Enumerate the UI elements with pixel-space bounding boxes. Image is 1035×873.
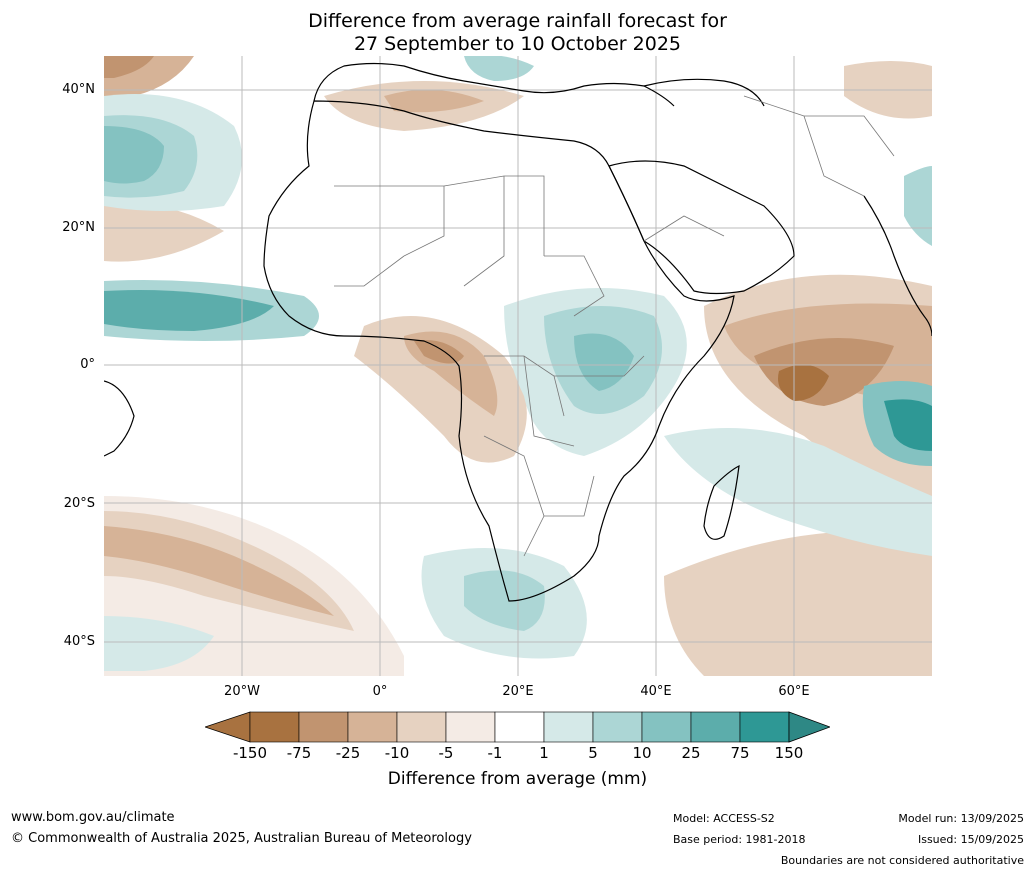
- colorbar-title: Difference from average (mm): [387, 769, 648, 789]
- colorbar-tick-label: -25: [335, 744, 361, 762]
- colorbar-tick-label: 25: [681, 744, 701, 762]
- coastlines: [104, 62, 932, 602]
- footer-base-period: Base period: 1981-2018: [673, 833, 806, 846]
- colorbar-cell: [739, 711, 790, 743]
- colorbar-tick-label: -150: [232, 744, 268, 762]
- colorbar-cell: [641, 711, 692, 743]
- colorbar-tick-label: 75: [730, 744, 750, 762]
- lat-label-equator: 0°: [80, 357, 95, 372]
- lat-label-20s: 20°S: [63, 496, 95, 511]
- lon-label-20w: 20°W: [224, 684, 260, 699]
- footer-website: www.bom.gov.au/climate: [11, 810, 175, 825]
- title-line-1: Difference from average rainfall forecas…: [308, 10, 727, 32]
- colorbar: [205, 711, 830, 743]
- footer-model: Model: ACCESS-S2: [673, 812, 775, 825]
- footer-issued: Issued: 15/09/2025: [917, 833, 1024, 846]
- colorbar-cell: [592, 711, 643, 743]
- colorbar-cell: [298, 711, 349, 743]
- lon-label-40e: 40°E: [640, 684, 672, 699]
- wet-anomaly-regions: [104, 56, 932, 671]
- colorbar-cell: [249, 711, 300, 743]
- colorbar-cell: [543, 711, 594, 743]
- colorbar-cell: [494, 711, 545, 743]
- colorbar-cell: [396, 711, 447, 743]
- colorbar-tick-label: 10: [632, 744, 652, 762]
- colorbar-tick-label: 5: [588, 744, 598, 762]
- lon-label-20e: 20°E: [502, 684, 534, 699]
- lat-label-40s: 40°S: [63, 634, 95, 649]
- rainfall-anomaly-map: [104, 56, 932, 676]
- footer-copyright: © Commonwealth of Australia 2025, Austra…: [11, 831, 472, 846]
- colorbar-cell: [445, 711, 496, 743]
- map-canvas: [104, 56, 932, 676]
- colorbar-tick-label: -1: [487, 744, 503, 762]
- colorbar-tick-label: 1: [539, 744, 549, 762]
- footer-disclaimer: Boundaries are not considered authoritat…: [780, 854, 1024, 867]
- colorbar-cell: [690, 711, 741, 743]
- lat-label-40n: 40°N: [62, 82, 95, 97]
- map-gridlines: [104, 56, 932, 676]
- colorbar-tick-label: 150: [774, 744, 804, 762]
- colorbar-cells: [205, 711, 830, 743]
- colorbar-cell: [347, 711, 398, 743]
- dry-anomaly-regions: [104, 56, 932, 676]
- map-title: Difference from average rainfall forecas…: [0, 10, 1035, 56]
- footer-model-run: Model run: 13/09/2025: [898, 812, 1024, 825]
- colorbar-tick-label: -10: [384, 744, 410, 762]
- colorbar-tick-label: -5: [438, 744, 454, 762]
- lat-label-20n: 20°N: [62, 220, 95, 235]
- colorbar-extend-low: [205, 711, 251, 743]
- colorbar-tick-label: -75: [286, 744, 312, 762]
- lon-label-0: 0°: [372, 684, 388, 699]
- colorbar-extend-high: [788, 711, 830, 743]
- title-line-2: 27 September to 10 October 2025: [353, 33, 682, 55]
- lon-label-60e: 60°E: [778, 684, 810, 699]
- country-borders: [334, 95, 895, 557]
